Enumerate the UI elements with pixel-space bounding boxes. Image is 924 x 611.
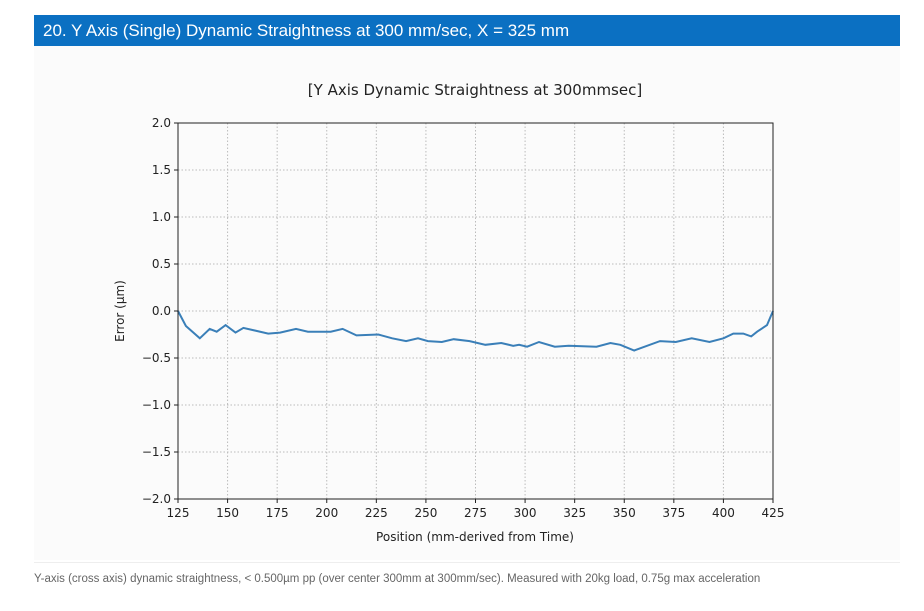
- x-tick-label: 125: [167, 506, 190, 520]
- y-tick-label: 2.0: [152, 116, 171, 130]
- y-tick-label: −2.0: [142, 492, 171, 506]
- x-tick-label: 400: [712, 506, 735, 520]
- x-tick-label: 150: [216, 506, 239, 520]
- section-header: 20. Y Axis (Single) Dynamic Straightness…: [34, 15, 900, 46]
- x-tick-label: 425: [762, 506, 785, 520]
- caption: Y-axis (cross axis) dynamic straightness…: [34, 573, 761, 585]
- y-tick-label: −1.0: [142, 398, 171, 412]
- x-tick-label: 175: [266, 506, 289, 520]
- x-tick-label: 300: [514, 506, 537, 520]
- series-line: [177, 310, 774, 352]
- y-tick-label: 0.0: [152, 304, 171, 318]
- divider: [34, 562, 900, 563]
- y-tick-label: −1.5: [142, 445, 171, 459]
- x-tick-label: 275: [464, 506, 487, 520]
- y-tick-label: −0.5: [142, 351, 171, 365]
- x-tick-label: 250: [414, 506, 437, 520]
- chart-title: [Y Axis Dynamic Straightness at 300mmsec…: [308, 81, 642, 99]
- y-tick-label: 1.5: [152, 163, 171, 177]
- x-tick-label: 200: [315, 506, 338, 520]
- plot-frame: [177, 122, 774, 500]
- y-tick-label: 1.0: [152, 210, 171, 224]
- x-tick-label: 375: [662, 506, 685, 520]
- x-axis-label: Position (mm-derived from Time): [376, 530, 574, 544]
- y-tick-label: 0.5: [152, 257, 171, 271]
- x-tick-label: 350: [613, 506, 636, 520]
- x-tick-label: 325: [563, 506, 586, 520]
- x-tick-label: 225: [365, 506, 388, 520]
- y-axis-label: Error (µm): [113, 280, 127, 342]
